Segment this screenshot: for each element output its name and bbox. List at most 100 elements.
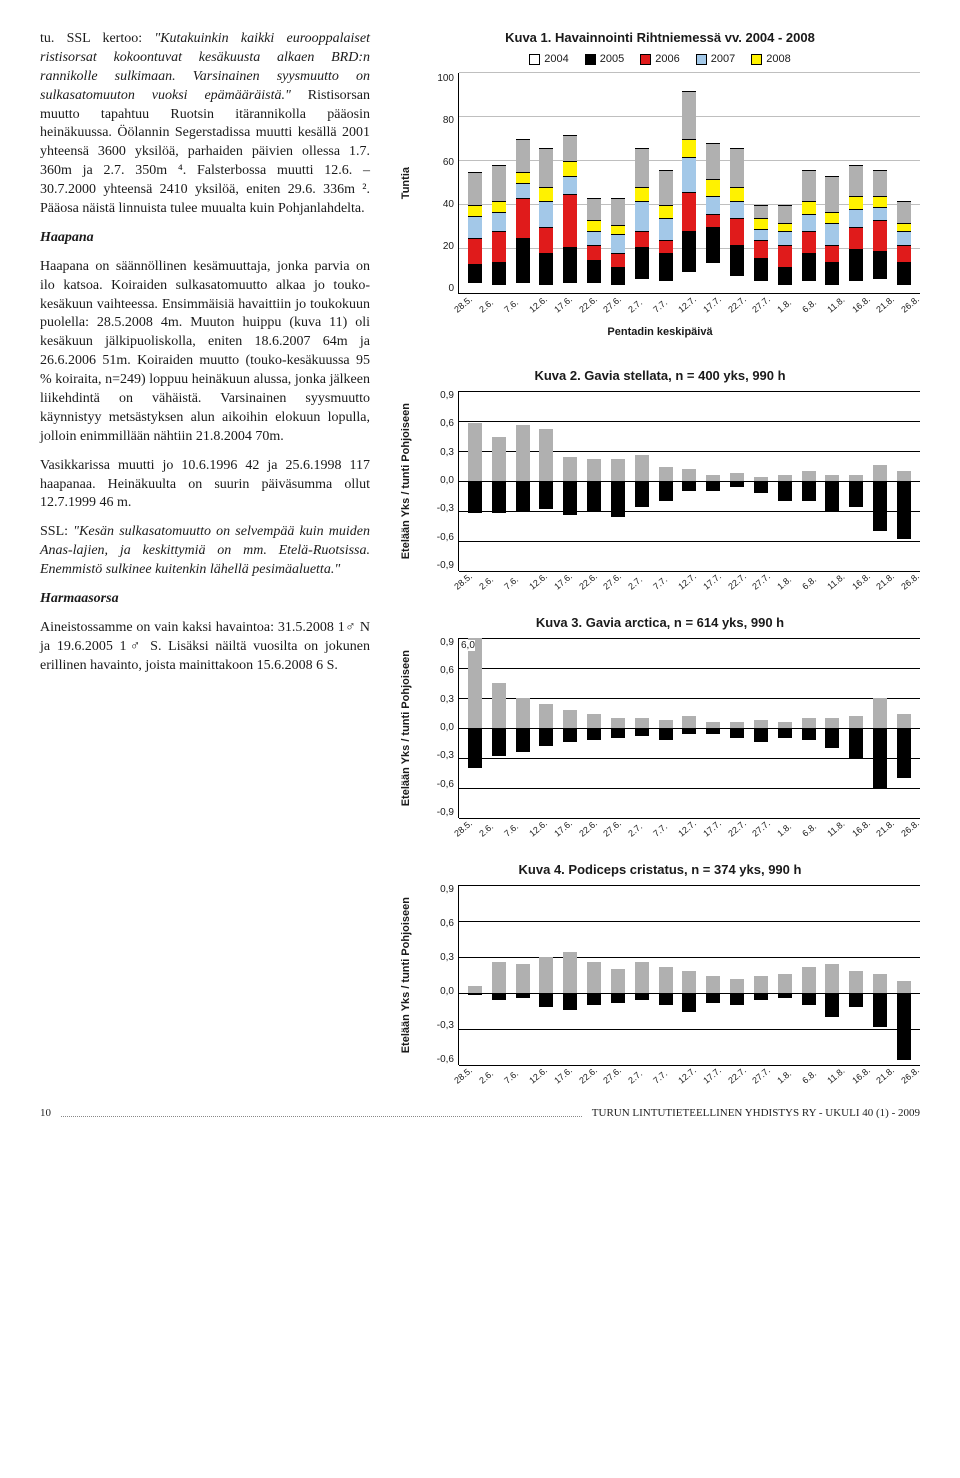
bar-up — [897, 714, 911, 728]
bar-down — [468, 481, 482, 513]
bar-segment — [587, 282, 601, 293]
overflow-label: 6,0 — [461, 640, 475, 651]
bar-up — [825, 964, 839, 993]
x-label: 2.7. — [626, 298, 643, 315]
div-column — [849, 885, 863, 1065]
bar-segment — [635, 278, 649, 293]
baseline — [459, 728, 920, 729]
chart-column: Kuva 1. Havainnointi Rihtniemessä vv. 20… — [400, 30, 920, 1079]
x-label: 11.8. — [825, 1069, 842, 1086]
bar-segment — [539, 284, 553, 293]
chart4-axis-row: Etelään Yks / tunti Pohjoiseen 0,90,60,3… — [400, 885, 920, 1065]
bar-up — [682, 469, 696, 481]
bar-down — [587, 481, 601, 511]
chart3-plot-wrapper: 6,0 — [458, 638, 920, 818]
x-label: 26.8. — [900, 822, 917, 839]
legend-label: 2006 — [655, 53, 679, 65]
bar-down — [659, 728, 673, 740]
div-column — [730, 885, 744, 1065]
x-label: 7.6. — [502, 575, 519, 592]
bar-down — [706, 993, 720, 1003]
x-label: 7.7. — [651, 822, 668, 839]
x-label: 17.6. — [552, 1069, 569, 1086]
bar-segment — [539, 148, 553, 188]
y-tick: 0,6 — [440, 419, 454, 429]
bar-down — [635, 993, 649, 1000]
chart3-ylabel: Etelään Yks / tunti Pohjoiseen — [400, 650, 412, 806]
div-column — [611, 885, 625, 1065]
bar-segment — [849, 209, 863, 227]
x-label: 12.7. — [676, 298, 693, 315]
x-label: 27.7. — [751, 822, 768, 839]
stacked-bar — [682, 91, 696, 293]
x-label: 28.5. — [453, 298, 470, 315]
x-label: 11.8. — [825, 298, 842, 315]
bar-down — [611, 481, 625, 517]
chart4-plot-wrapper — [458, 885, 920, 1065]
bar-down — [516, 728, 530, 752]
bar-down — [539, 728, 553, 746]
bar-segment — [516, 198, 530, 238]
bar-down — [563, 481, 577, 515]
bar-up — [492, 683, 506, 728]
y-tick: -0,6 — [437, 780, 454, 790]
x-label: 2.6. — [478, 575, 495, 592]
y-tick: 20 — [443, 242, 454, 252]
bar-segment — [539, 187, 553, 200]
bar-segment — [682, 231, 696, 271]
y-tick: 0,9 — [440, 885, 454, 895]
bar-down — [802, 728, 816, 740]
bar-segment — [516, 172, 530, 183]
x-label: 27.7. — [751, 575, 768, 592]
chart3-xlabels: 28.5.2.6.7.6.12.6.17.6.22.6.27.6.2.7.7.7… — [400, 822, 920, 832]
x-label: 1.8. — [775, 575, 792, 592]
y-tick: 0,9 — [440, 638, 454, 648]
bar-segment — [563, 282, 577, 293]
bar-up — [516, 425, 530, 481]
bar-down — [611, 993, 625, 1003]
bar-segment — [563, 135, 577, 161]
x-label: 16.8. — [850, 298, 867, 315]
bar-segment — [587, 245, 601, 260]
page-number: 10 — [40, 1107, 51, 1119]
bar-segment — [730, 201, 744, 219]
stacked-bar — [492, 165, 506, 293]
bar-down — [873, 728, 887, 788]
bar-segment — [873, 220, 887, 251]
chart1-title: Kuva 1. Havainnointi Rihtniemessä vv. 20… — [400, 30, 920, 45]
bar-segment — [539, 227, 553, 253]
x-label: 26.8. — [900, 298, 917, 315]
bar-up — [635, 962, 649, 993]
bar-segment — [825, 212, 839, 223]
div-column — [516, 885, 530, 1065]
div-column — [492, 885, 506, 1065]
x-label: 27.7. — [751, 1069, 768, 1086]
x-label: 17.7. — [701, 822, 718, 839]
bar-segment — [563, 247, 577, 282]
bar-segment — [825, 262, 839, 284]
bar-segment — [897, 231, 911, 244]
bar-down — [825, 993, 839, 1017]
bar-up — [754, 720, 768, 728]
legend-item: 2007 — [696, 53, 735, 65]
legend-item: 2004 — [529, 53, 568, 65]
legend-swatch — [640, 54, 651, 65]
x-label: 17.7. — [701, 575, 718, 592]
bar-segment — [849, 165, 863, 196]
bar-up — [539, 957, 553, 993]
x-label: 12.6. — [527, 298, 544, 315]
div-column — [659, 885, 673, 1065]
bar-segment — [635, 187, 649, 200]
bar-up — [539, 704, 553, 728]
bar-up — [587, 714, 601, 728]
legend-label: 2008 — [766, 53, 790, 65]
bar-segment — [659, 280, 673, 293]
x-label: 6.8. — [800, 1069, 817, 1086]
bar-segment — [730, 187, 744, 200]
bar-down — [563, 993, 577, 1010]
bar-up — [492, 962, 506, 993]
chart2-axis-row: Etelään Yks / tunti Pohjoiseen 0,90,60,3… — [400, 391, 920, 571]
bar-down — [659, 993, 673, 1005]
x-label: 28.5. — [453, 822, 470, 839]
bar-segment — [730, 148, 744, 188]
